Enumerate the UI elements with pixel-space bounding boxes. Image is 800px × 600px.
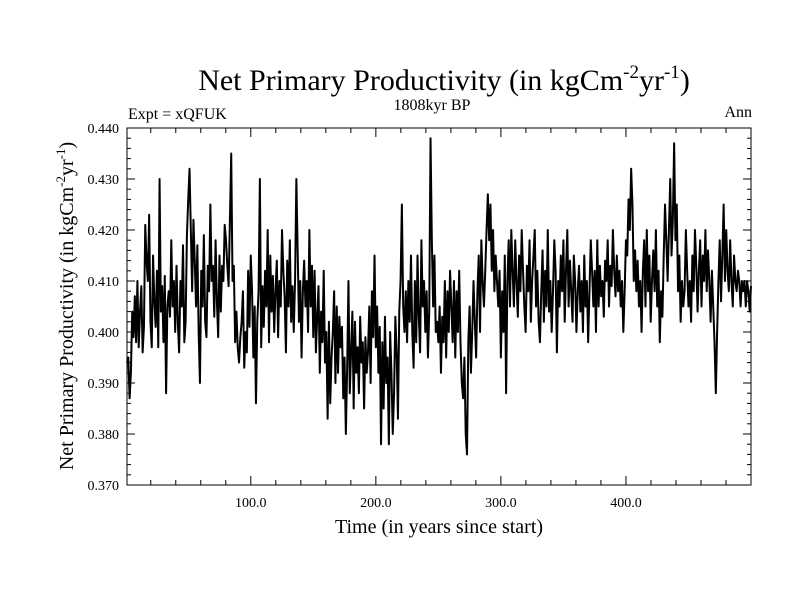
y-tick-label: 0.370	[88, 479, 120, 494]
y-tick-label: 0.410	[88, 275, 120, 290]
series-line-npp	[126, 137, 752, 456]
title-mid: yr	[639, 64, 664, 97]
experiment-label: Expt = xQFUK	[128, 106, 227, 123]
x-tick-label: 400.0	[610, 496, 642, 511]
ylabel-main: Net Primary Productivity (in kgCm	[56, 186, 78, 470]
epoch-label: 1808kyr BP	[394, 97, 471, 114]
x-axis-label: Time (in years since start)	[335, 516, 543, 538]
x-tick-label: 200.0	[360, 496, 392, 511]
title-end: )	[680, 64, 690, 97]
y-tick-label: 0.430	[88, 173, 120, 188]
ylabel-sup-2: -1	[53, 149, 68, 160]
x-tick-label: 100.0	[235, 496, 267, 511]
x-tick-label: 300.0	[485, 496, 517, 511]
y-tick-label: 0.420	[88, 224, 120, 239]
axis-tick-labels: 0.370 0.380 0.390 0.400 0.410 0.420 0.430 0.440…	[88, 122, 642, 511]
title-main: Net Primary Productivity (in kgCm	[198, 64, 623, 97]
y-tick-label: 0.440	[88, 122, 120, 137]
ylabel-mid: yr	[56, 159, 78, 176]
ylabel-end: )	[56, 142, 78, 149]
title-sup-1: -2	[623, 62, 639, 83]
plot-frame	[126, 127, 752, 486]
chart-title: Net Primary Productivity (in kgCm-2yr-1)	[198, 62, 690, 97]
axis-ticks	[127, 127, 751, 486]
ylabel-sup-1: -2	[53, 176, 68, 187]
season-label: Ann	[724, 104, 752, 121]
y-tick-label: 0.380	[88, 428, 120, 443]
y-tick-label: 0.390	[88, 377, 120, 392]
title-sup-2: -1	[664, 62, 680, 83]
y-axis-label: Net Primary Productivity (in kgCm-2yr-1)	[53, 142, 78, 470]
y-tick-label: 0.400	[88, 326, 120, 341]
